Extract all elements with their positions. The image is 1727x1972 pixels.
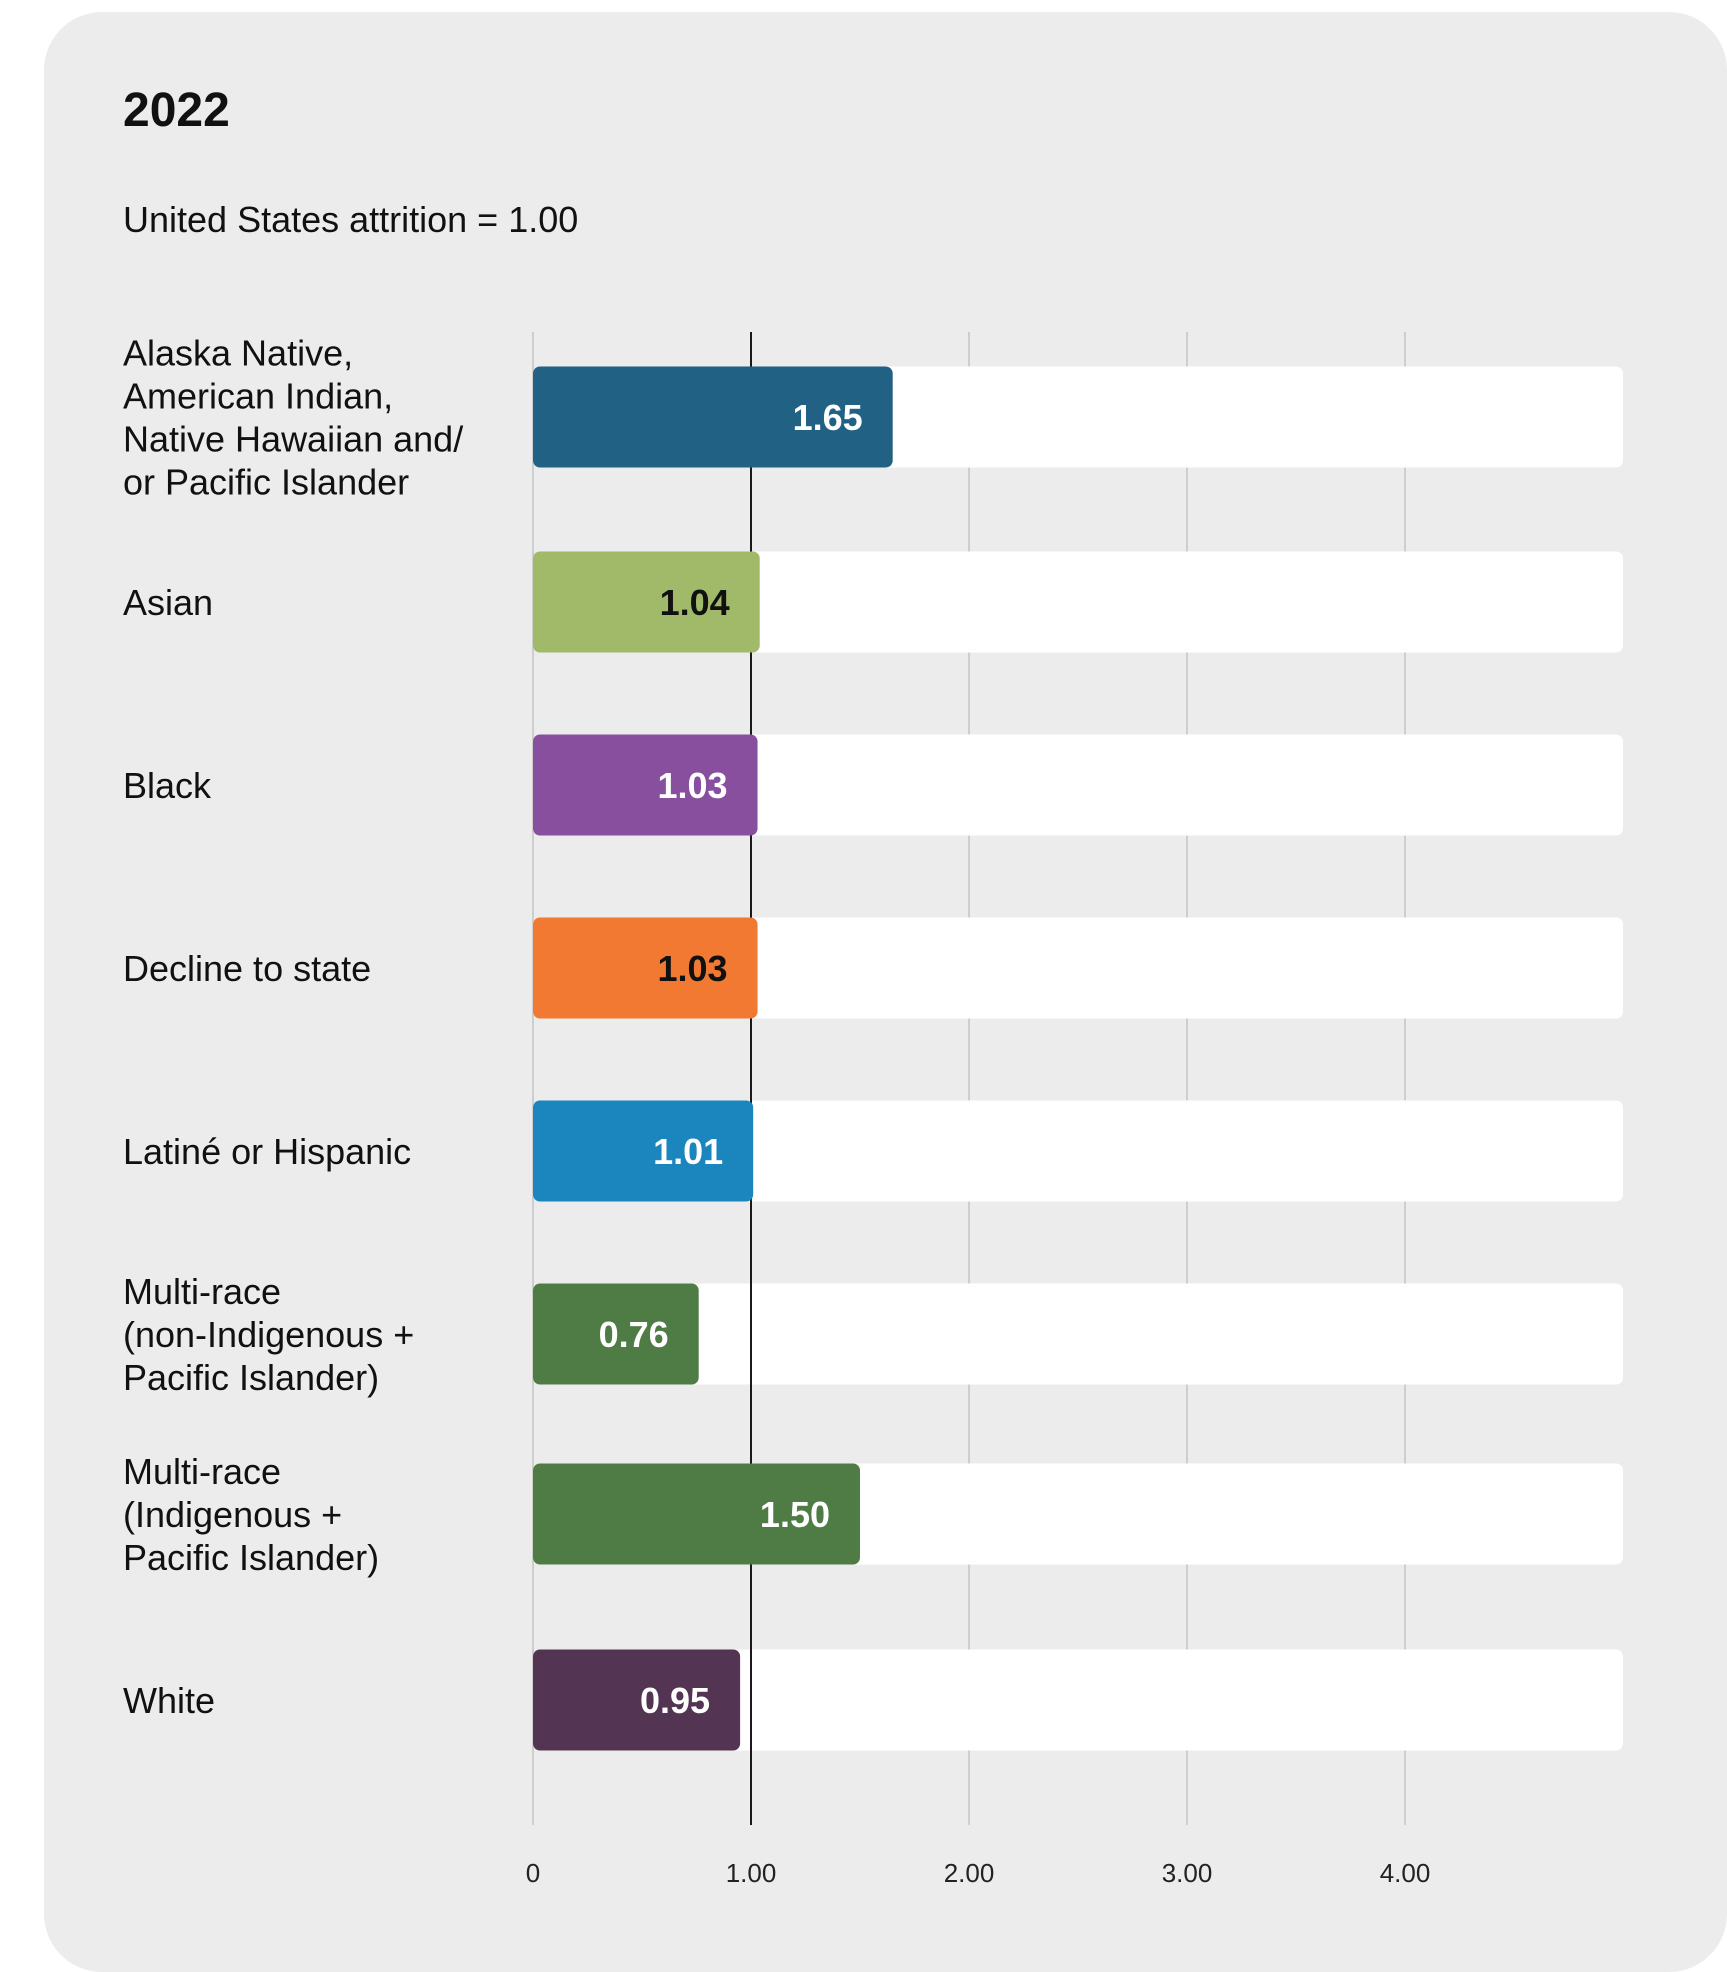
chart-title: 2022 — [123, 84, 230, 137]
category-label: Pacific Islander) — [123, 1537, 379, 1578]
category-label: Latiné or Hispanic — [123, 1131, 411, 1172]
category-label: Multi-race — [123, 1271, 281, 1312]
category-label: Black — [123, 765, 212, 806]
bar-track — [533, 1649, 1623, 1751]
x-tick-label: 4.00 — [1380, 1858, 1431, 1888]
category-label: White — [123, 1680, 215, 1721]
bar — [533, 366, 893, 468]
chart-subtitle: United States attrition = 1.00 — [123, 199, 578, 240]
category-label: Pacific Islander) — [123, 1357, 379, 1398]
bar-value-label: 1.50 — [760, 1494, 830, 1535]
bar — [533, 1649, 741, 1751]
category-label: (non-Indigenous + — [123, 1314, 414, 1355]
category-label: American Indian, — [123, 376, 393, 417]
bar-value-label: 1.01 — [653, 1131, 723, 1172]
x-tick-label: 3.00 — [1162, 1858, 1213, 1888]
bar — [533, 551, 760, 653]
x-tick-label: 0 — [526, 1858, 540, 1888]
bar-value-label: 1.04 — [660, 582, 730, 623]
category-label: (Indigenous + — [123, 1494, 342, 1535]
bar-value-label: 1.03 — [657, 765, 727, 806]
category-label: Native Hawaiian and/ — [123, 419, 463, 460]
bar-value-label: 1.65 — [793, 397, 863, 438]
category-label: Alaska Native, — [123, 333, 353, 374]
bar — [533, 917, 758, 1019]
bar-value-label: 0.95 — [640, 1680, 710, 1721]
x-tick-label: 2.00 — [944, 1858, 995, 1888]
bar — [533, 1283, 699, 1385]
x-tick-label: 1.00 — [726, 1858, 777, 1888]
category-label: Decline to state — [123, 948, 371, 989]
bar-track — [533, 734, 1623, 836]
category-labels: Alaska Native,American Indian,Native Haw… — [123, 333, 463, 1722]
x-axis-ticks: 0 1.00 2.00 3.00 4.00 — [526, 1858, 1431, 1888]
category-label: Asian — [123, 582, 213, 623]
bar — [533, 1463, 860, 1565]
bars: 1.65 1.04 1.03 1.03 1.01 0.76 1.50 0.95 — [533, 366, 893, 1751]
bar — [533, 734, 758, 836]
bar-track — [533, 1283, 1623, 1385]
bar-value-label: 0.76 — [599, 1314, 669, 1355]
bar-value-label: 1.03 — [657, 948, 727, 989]
bar-track — [533, 551, 1623, 653]
bar-track — [533, 917, 1623, 1019]
category-label: or Pacific Islander — [123, 462, 409, 503]
bar-track — [533, 1100, 1623, 1202]
bar — [533, 1100, 754, 1202]
category-label: Multi-race — [123, 1451, 281, 1492]
